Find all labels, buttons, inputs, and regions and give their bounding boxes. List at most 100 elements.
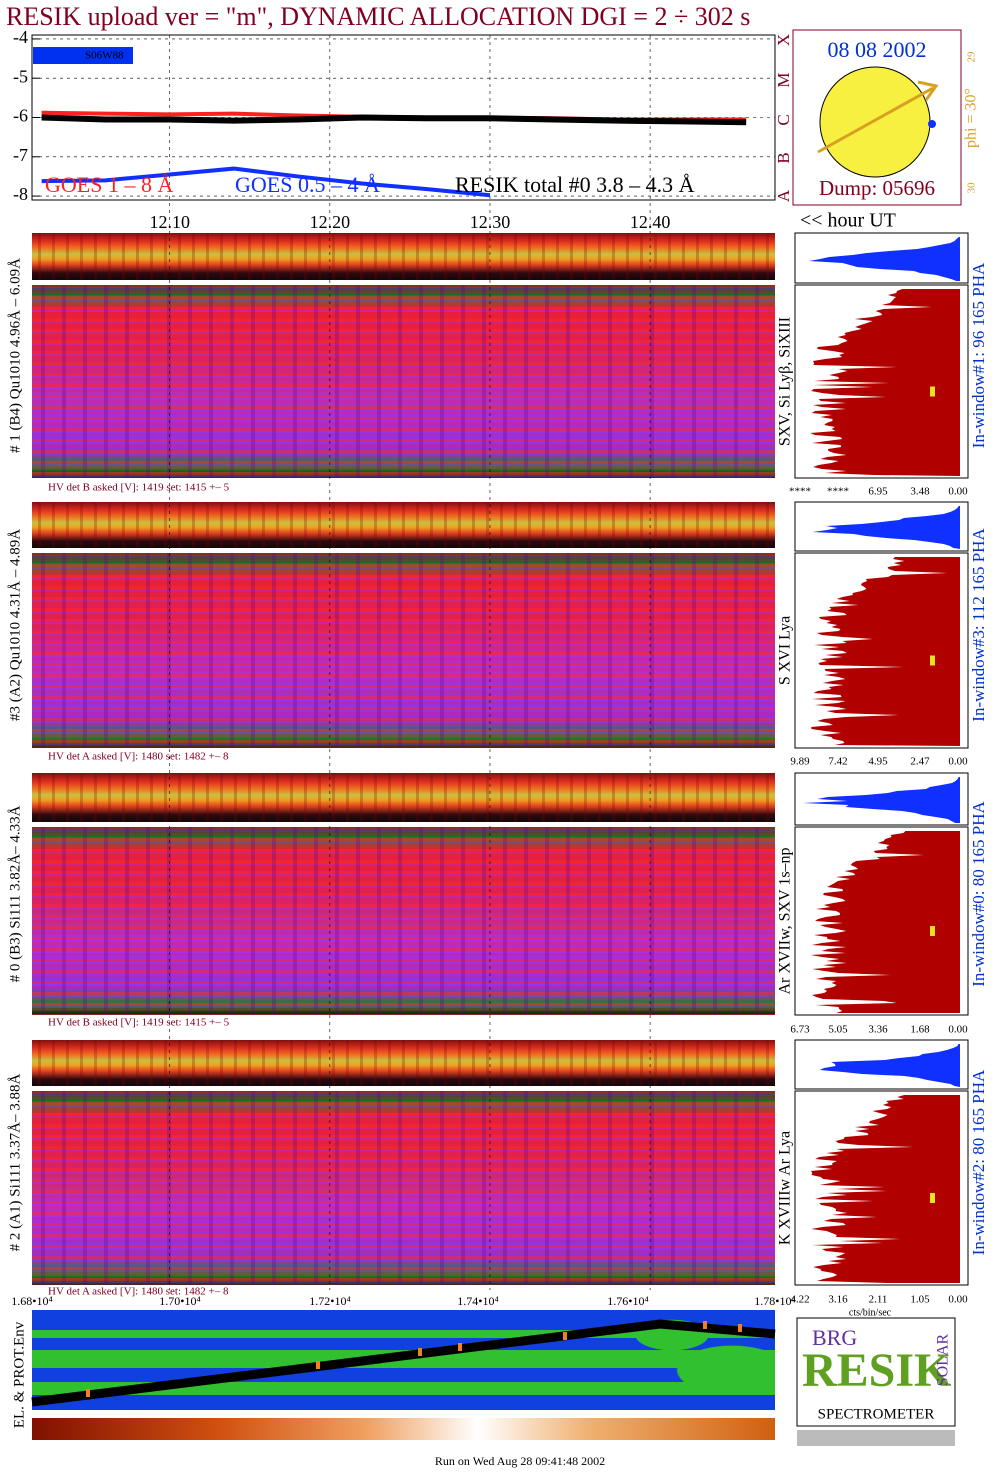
y-tick-label: -7 [13,145,28,165]
histogram [810,831,960,1013]
histogram [811,557,960,746]
scale-label: 7.42 [828,756,847,768]
phi-arrow [817,86,934,154]
series-line [41,166,491,198]
histogram [812,506,960,549]
scale-label: 0.00 [948,756,968,768]
orbit-marker [418,1348,422,1356]
scale-label: 0.00 [948,1024,968,1036]
spectrogram-strip [32,773,775,822]
histogram [809,237,960,281]
logo-main: RESIK [802,1344,951,1397]
hv-label: HV det B asked [V]: 1419 set: 1415 +– 5 [48,1017,230,1029]
window-label: In-window#1: 96 165 PHA [969,262,988,448]
x-tick-label: 12.30 [470,212,511,232]
scale-label: 9.89 [790,756,810,768]
scale-label: 4.22 [790,1294,809,1306]
x-tick-label: 12.10 [149,212,190,232]
panel-label: # 0 (B3) Si111 3.82Å– 4.33Å [7,805,23,982]
orbit-marker [316,1361,320,1369]
y-tick-label: -5 [13,66,28,86]
orbit-marker [563,1332,567,1340]
orbit-track [31,1319,776,1407]
scale-unit: cts/bin/sec [849,1307,892,1318]
line-ids: SXV, Si Lyβ, SiXIII [777,317,794,446]
flux-class: B [774,152,793,163]
scale-label: 3.16 [828,1294,848,1306]
window-label: In-window#2: 80 165 PHA [969,1069,988,1255]
legend-entry: RESIK total #0 3.8 – 4.3 Å [455,172,695,197]
histogram [819,1044,960,1087]
scale-label: 6.73 [790,1024,810,1036]
phi-label: phi = 30° [963,88,980,148]
region-dot [928,120,936,128]
histogram [811,1095,960,1283]
spectrogram [32,553,775,748]
marker [930,655,935,666]
lat-top: 29 [966,51,978,63]
marker [930,1193,935,1203]
arrow-head [917,80,939,101]
y-tick-label: -8 [13,184,28,204]
flux-class: X [774,34,793,46]
orbit-marker [86,1389,90,1397]
dump-label: Dump: 05696 [819,176,935,200]
lat-bottom: 30 [966,182,978,194]
scale-label: 0.00 [948,486,968,498]
scale-label: 6.95 [868,486,888,498]
series-line [41,114,747,126]
legend-entry: GOES 0.5 – 4 Å [235,172,380,197]
footer: Run on Wed Aug 28 09:41:48 2002 [435,1454,605,1468]
orbit-marker [703,1321,707,1329]
scale-label: **** [827,486,849,498]
spectrogram-strip [32,233,775,280]
scale-label: 2.11 [869,1294,888,1306]
orbit-tick-label: 1.70•10⁴ [159,1294,200,1308]
x-tick-label: 12.20 [310,212,351,232]
histogram [802,777,960,823]
spectrogram [32,285,775,478]
marker [930,926,935,936]
legend-entry: GOES 1 – 8 Å [45,172,173,197]
title: RESIK upload ver = "m", DYNAMIC ALLOCATI… [6,2,750,31]
orbit-marker [458,1343,462,1351]
scale-label: 3.48 [910,486,930,498]
hv-label: HV det A asked [V]: 1480 set: 1482 +– 8 [48,1286,229,1298]
orbit-tick-label: 1.76•10⁴ [607,1294,648,1308]
line-ids: Ar XVIIw, SXV 1s–np [777,847,794,994]
scale-label: **** [789,486,811,498]
scale-label: 5.05 [828,1024,848,1036]
marker [930,386,935,397]
panel-label: #3 (A2) Qu1010 4.31Å – 4.89Å [7,529,23,721]
sun-disk [819,66,931,178]
spectrogram-strip [32,1040,775,1086]
panel-label: # 2 (A1) Si111 3.37Å– 3.88Å [7,1074,23,1252]
orbit-tick-label: 1.68•10⁴ [11,1294,52,1308]
line-ids: S XVI Lya [777,616,794,685]
time-label: << hour UT [800,210,896,232]
panel-label: # 1 (B4) Qu1010 4.96Å – 6.09Å [7,258,23,453]
logo-frame [796,1317,956,1427]
line-ids: K XVIIIw Ar Lya [777,1131,794,1245]
orbit-tick-label: 1.72•10⁴ [309,1294,350,1308]
position-box [33,47,133,64]
y-tick-label: -4 [13,27,28,47]
logo-bottom: SPECTROMETER [818,1406,935,1422]
scale-label: 1.68 [910,1024,930,1036]
window-label: In-window#3: 112 165 PHA [969,528,988,722]
histogram [810,289,960,476]
scale-label: 2.47 [910,756,930,768]
sun-date: 08 08 2002 [828,37,927,62]
orbit-tick-label: 1.74•10⁴ [457,1294,498,1308]
flux-class: C [774,114,793,125]
orbit-marker [738,1324,742,1332]
hv-label: HV det B asked [V]: 1419 set: 1415 +– 5 [48,482,230,494]
logo-top: BRG [812,1325,857,1350]
spectrogram [32,1091,775,1285]
scale-label: 0.00 [948,1294,968,1306]
spectrogram-strip [32,502,775,548]
scale-label: 4.95 [868,756,888,768]
scale-label: 1.05 [910,1294,930,1306]
